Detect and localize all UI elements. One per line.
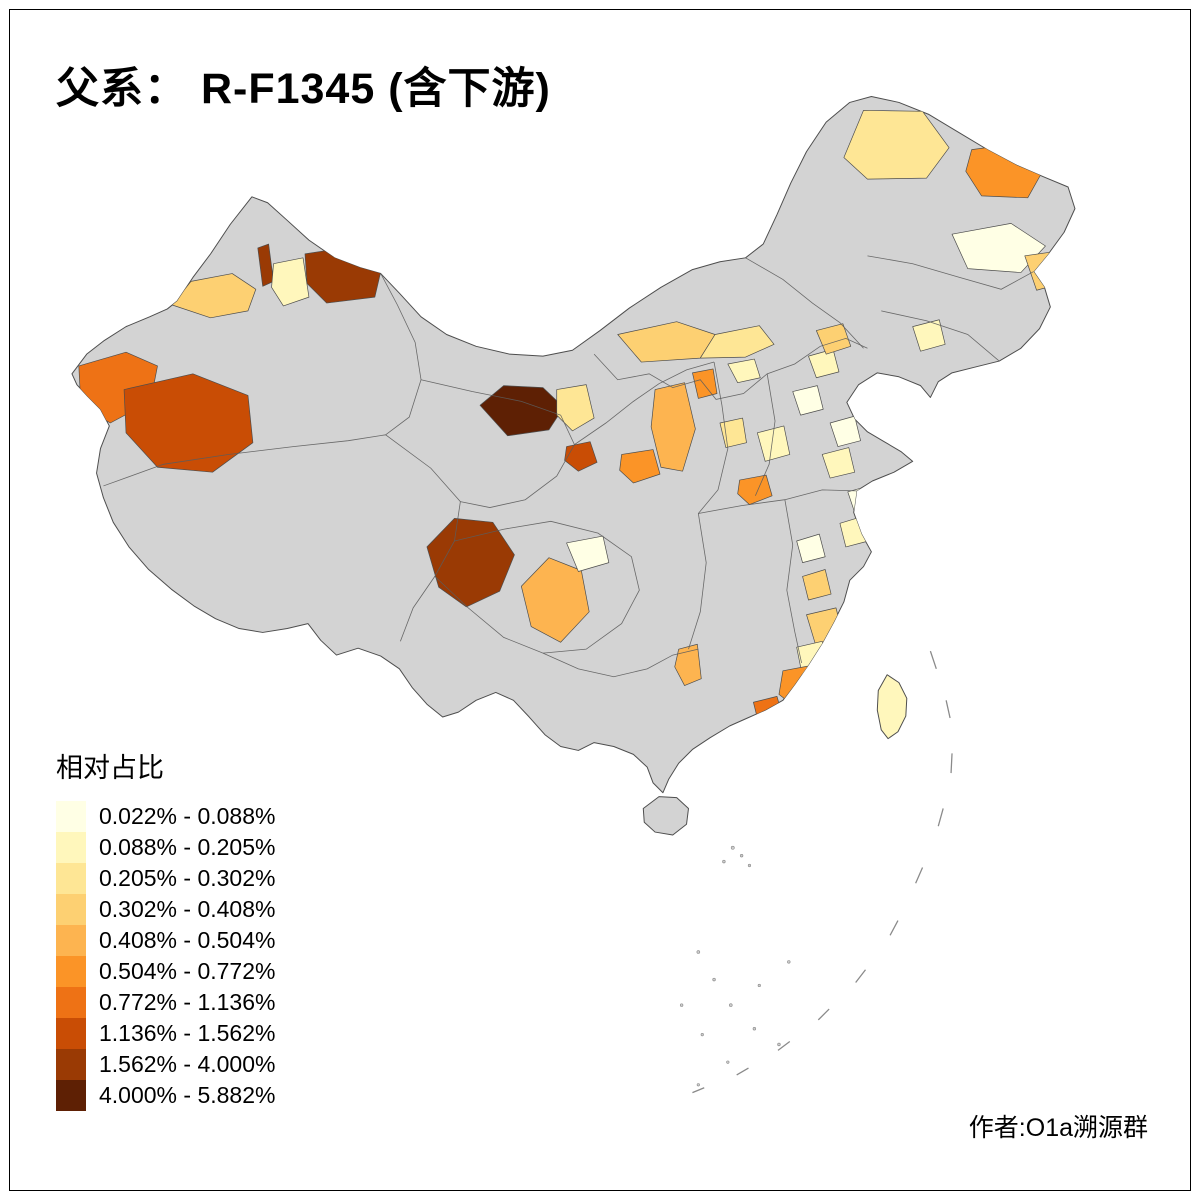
legend-item: 0.022% - 0.088% (56, 801, 275, 832)
region-garze-dark (426, 518, 515, 608)
region-shaanxi-north (650, 382, 696, 472)
region-hubei-light (802, 569, 832, 601)
legend-label: 0.408% - 0.504% (99, 927, 276, 953)
legend-swatch (56, 1018, 86, 1049)
legend: 相对占比 0.022% - 0.088% 0.088% - 0.205% 0.205… (56, 746, 275, 1111)
legend-item: 0.302% - 0.408% (56, 894, 275, 925)
author-credit: 作者:O1a溯源群 (968, 1114, 1148, 1142)
page-title: 父系： R-F1345 (含下游) (56, 65, 551, 113)
region-gansu-light (556, 384, 595, 432)
region-guangdong-orange (778, 664, 823, 709)
legend-swatch (56, 987, 86, 1018)
region-aba-orange (520, 557, 590, 643)
plot-frame: 父系： R-F1345 (含下游) 相对占比 0.022% - 0.088% 0.… (9, 9, 1191, 1191)
legend-item: 0.504% - 0.772% (56, 956, 275, 987)
legend-label: 0.205% - 0.302% (99, 865, 276, 891)
taiwan-island (876, 674, 908, 740)
region-hebei-cream-2 (829, 415, 861, 447)
legend-label: 0.022% - 0.088% (99, 803, 276, 829)
region-ne-lightyellow (843, 109, 950, 180)
region-lanzhou-red (564, 441, 598, 472)
legend-swatch (56, 801, 86, 832)
nine-dash-line (692, 650, 953, 1094)
legend-item: 1.562% - 4.000% (56, 1049, 275, 1080)
legend-item: 0.205% - 0.302% (56, 863, 275, 894)
legend-item: 0.088% - 0.205% (56, 832, 275, 863)
region-wuhai (692, 368, 718, 399)
legend-swatch (56, 925, 86, 956)
legend-swatch (56, 956, 86, 987)
region-chifeng-orange (815, 323, 852, 355)
legend-title: 相对占比 (56, 753, 164, 783)
region-north-xinjiang-cream (271, 257, 310, 307)
legend-swatch (56, 894, 86, 925)
region-guizhou-orange (674, 643, 702, 686)
legend-label: 0.504% - 0.772% (99, 958, 276, 984)
region-hebei-cream-1 (792, 385, 824, 416)
legend-item: 0.408% - 0.504% (56, 925, 275, 956)
legend-swatch (56, 1049, 86, 1080)
province-borders (103, 255, 1034, 678)
legend-label: 0.302% - 0.408% (99, 896, 276, 922)
china-choropleth-map (71, 96, 1076, 1094)
legend-item: 4.000% - 5.882% (56, 1080, 275, 1111)
hainan-island (642, 796, 689, 836)
legend-label: 4.000% - 5.882% (99, 1082, 276, 1108)
legend-items: 0.022% - 0.088% 0.088% - 0.205% 0.205% - 0… (56, 801, 275, 1111)
legend-label: 1.136% - 1.562% (99, 1020, 276, 1046)
region-shanxi-pale (756, 425, 791, 462)
region-hetao-small (727, 358, 761, 384)
region-ili (171, 273, 257, 319)
legend-label: 0.772% - 1.136% (99, 989, 276, 1015)
island-specks (679, 845, 791, 1087)
region-chengdu-cream (566, 535, 610, 572)
legend-swatch (56, 832, 86, 863)
region-shandong-pale-1 (821, 447, 856, 479)
legend-label: 1.562% - 4.000% (99, 1051, 276, 1077)
legend-swatch (56, 1080, 86, 1111)
region-ningxia-orange (619, 449, 661, 484)
region-heihe-orange (965, 142, 1042, 199)
region-anhui-pale (796, 533, 826, 563)
legend-item: 0.772% - 1.136% (56, 987, 275, 1018)
legend-swatch (56, 863, 86, 894)
legend-item: 1.136% - 1.562% (56, 1018, 275, 1049)
legend-label: 0.088% - 0.205% (99, 834, 276, 860)
region-aksu (123, 373, 254, 473)
region-im-light (699, 325, 775, 359)
region-henan-orange (737, 474, 773, 505)
